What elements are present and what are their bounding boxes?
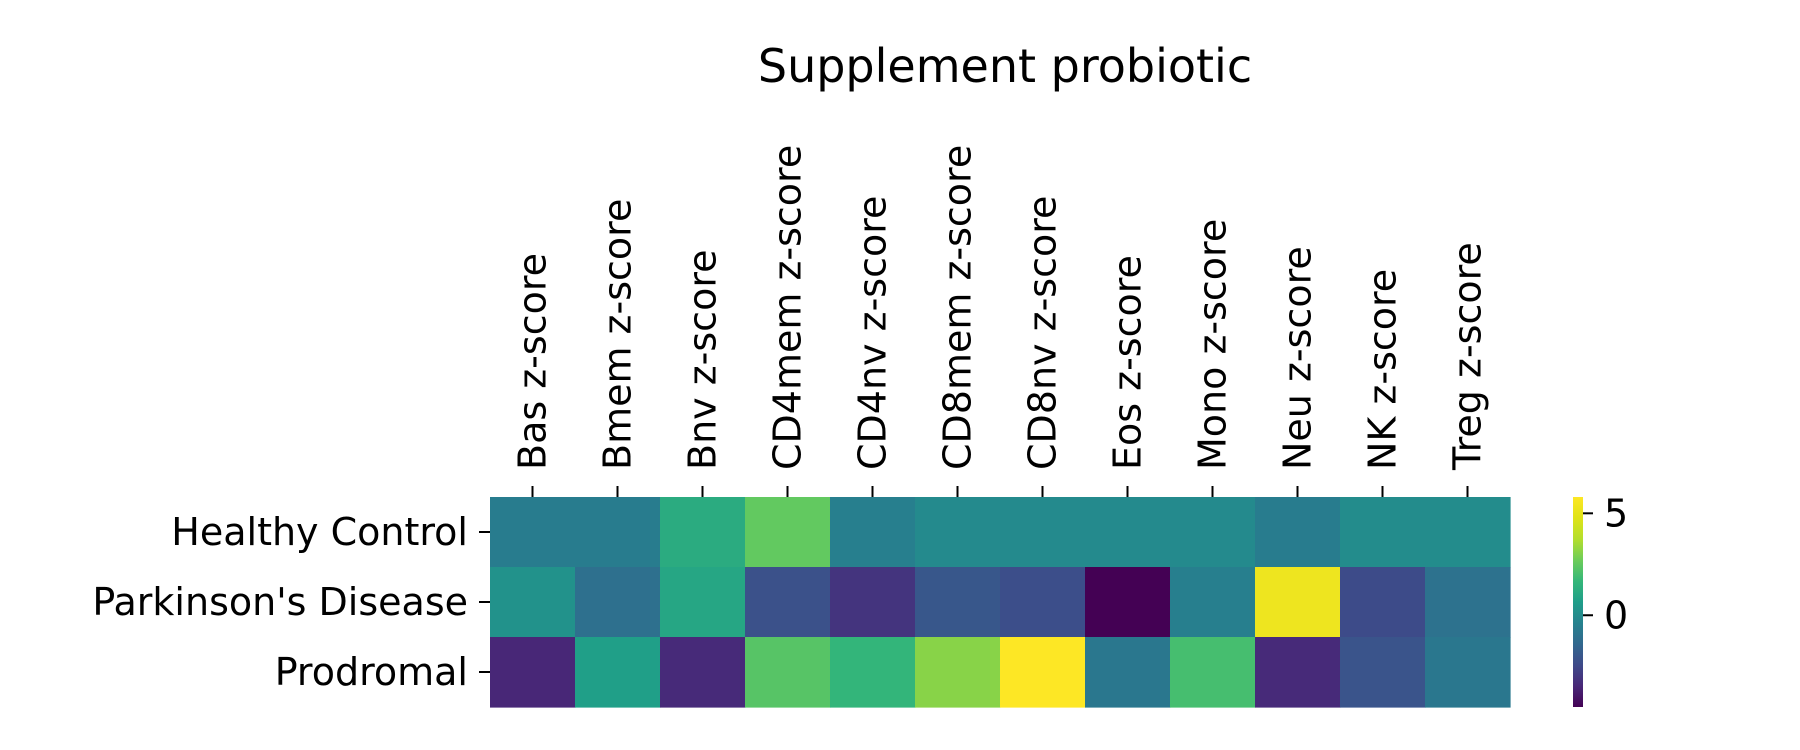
- heatmap-cell: [1425, 637, 1511, 708]
- colorbar-tick-label: 0: [1604, 593, 1628, 637]
- heatmap-cell: [660, 637, 746, 708]
- heatmap-cells: [490, 497, 1511, 708]
- heatmap-cell: [1340, 497, 1426, 568]
- x-tick-label: Bmem z-score: [596, 199, 640, 470]
- heatmap-cell: [1340, 567, 1426, 638]
- y-tick-label: Healthy Control: [171, 510, 468, 554]
- heatmap-cell: [1000, 497, 1086, 568]
- x-tick-label: Treg z-score: [1446, 242, 1490, 471]
- heatmap-cell: [1170, 497, 1256, 568]
- heatmap-cell: [660, 567, 746, 638]
- x-tick-label: NK z-score: [1361, 269, 1405, 470]
- heatmap-cell: [575, 567, 661, 638]
- x-tick-label: Neu z-score: [1276, 246, 1320, 470]
- heatmap-cell: [915, 567, 1001, 638]
- heatmap-cell: [1425, 567, 1511, 638]
- heatmap-cell: [575, 637, 661, 708]
- heatmap-cell: [745, 567, 831, 638]
- x-tick-label: Mono z-score: [1191, 219, 1235, 470]
- colorbar-tick-label: 5: [1604, 491, 1628, 535]
- heatmap-cell: [575, 497, 661, 568]
- x-tick-label: CD4mem z-score: [766, 145, 810, 470]
- chart-title: Supplement probiotic: [758, 39, 1252, 93]
- heatmap-cell: [1255, 497, 1341, 568]
- heatmap-cell: [1170, 637, 1256, 708]
- heatmap-cell: [915, 637, 1001, 708]
- heatmap-cell: [490, 497, 576, 568]
- x-tick-label: CD8mem z-score: [936, 145, 980, 470]
- heatmap-cell: [1255, 567, 1341, 638]
- heatmap-cell: [490, 637, 576, 708]
- heatmap-cell: [830, 637, 916, 708]
- x-axis-ticks: Bas z-score Bmem z-score Bnv z-score CD4mem…: [511, 145, 1490, 497]
- x-tick-label: CD4nv z-score: [851, 196, 895, 470]
- heatmap-cell: [1085, 637, 1171, 708]
- heatmap-cell: [1000, 637, 1086, 708]
- heatmap-cell: [830, 497, 916, 568]
- heatmap-cell: [1085, 497, 1171, 568]
- colorbar: 05: [1573, 491, 1628, 707]
- y-axis-ticks: Healthy Control Parkinson's Disease Prodro…: [92, 510, 490, 694]
- x-tick-label: CD8nv z-score: [1021, 196, 1065, 470]
- heatmap-cell: [1255, 637, 1341, 708]
- x-tick-label: Bnv z-score: [681, 250, 725, 471]
- heatmap-cell: [1340, 637, 1426, 708]
- heatmap-cell: [915, 497, 1001, 568]
- x-tick-label: Bas z-score: [511, 253, 555, 470]
- heatmap-cell: [1085, 567, 1171, 638]
- y-tick-label: Prodromal: [275, 650, 468, 694]
- x-tick-label: Eos z-score: [1106, 255, 1150, 470]
- heatmap-cell: [830, 567, 916, 638]
- y-tick-label: Parkinson's Disease: [92, 580, 468, 624]
- heatmap-cell: [745, 637, 831, 708]
- heatmap-cell: [660, 497, 746, 568]
- heatmap-cell: [1000, 567, 1086, 638]
- heatmap-cell: [1425, 497, 1511, 568]
- heatmap-cell: [745, 497, 831, 568]
- colorbar-gradient: [1573, 497, 1583, 707]
- heatmap-cell: [1170, 567, 1256, 638]
- heatmap-cell: [490, 567, 576, 638]
